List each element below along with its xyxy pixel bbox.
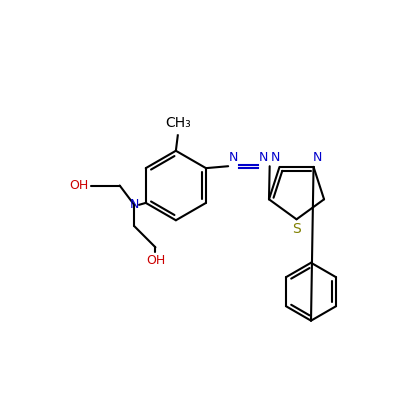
Text: N: N	[271, 151, 280, 164]
Text: N: N	[228, 151, 238, 164]
Text: CH₃: CH₃	[165, 116, 191, 130]
Text: N: N	[313, 151, 322, 164]
Text: N: N	[130, 198, 139, 211]
Text: OH: OH	[70, 179, 89, 192]
Text: N: N	[259, 151, 268, 164]
Text: S: S	[292, 222, 301, 236]
Text: OH: OH	[146, 254, 165, 267]
